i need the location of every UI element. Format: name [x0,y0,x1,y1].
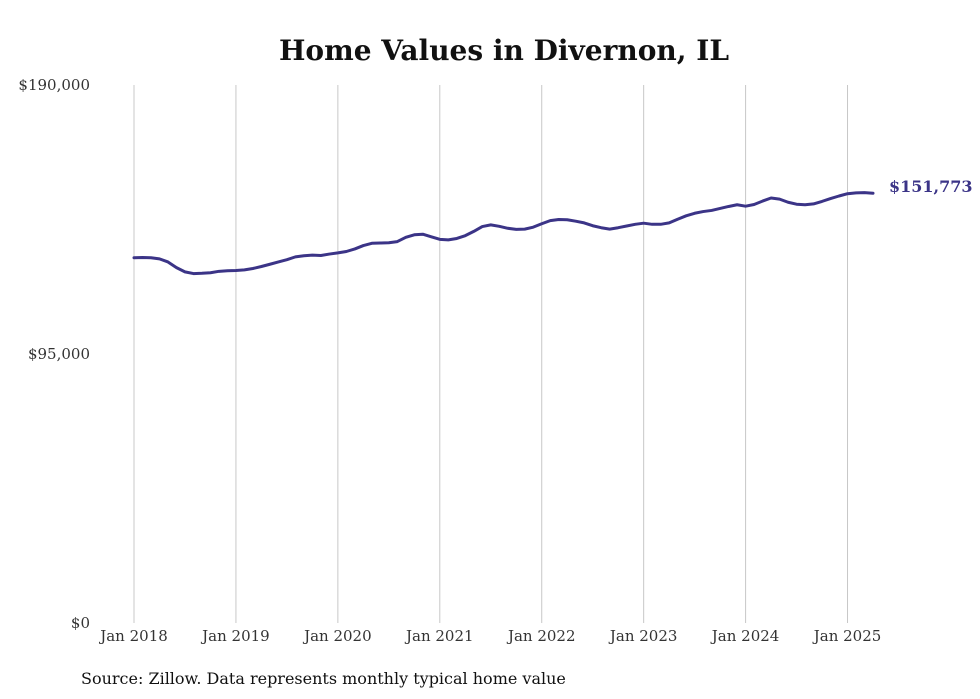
source-note: Source: Zillow. Data represents monthly … [81,669,566,688]
x-axis-ticks: Jan 2018 Jan 2019 Jan 2020 Jan 2021 Jan 2022… [98,627,881,645]
x-tick-label: Jan 2018 [98,627,168,645]
chart-title: Home Values in Divernon, IL [279,34,729,67]
x-tick-label: Jan 2024 [710,627,780,645]
y-tick-label: $0 [71,614,90,632]
y-axis-ticks: $0 $95,000 $190,000 [18,76,90,632]
y-tick-label: $95,000 [28,345,90,363]
x-tick-label: Jan 2019 [200,627,270,645]
x-tick-label: Jan 2021 [404,627,474,645]
x-tick-label: Jan 2025 [812,627,882,645]
y-tick-label: $190,000 [18,76,90,94]
vertical-gridlines [133,85,849,623]
x-tick-label: Jan 2020 [302,627,372,645]
x-tick-label: Jan 2023 [608,627,678,645]
latest-value-label: $151,773 [889,177,973,196]
x-tick-label: Jan 2022 [506,627,576,645]
home-value-series-line [132,191,875,276]
